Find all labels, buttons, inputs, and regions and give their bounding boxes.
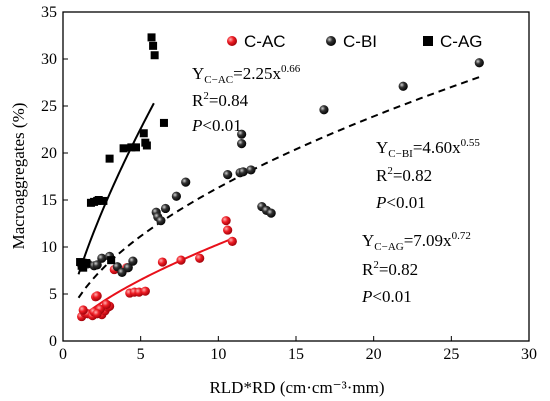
y-tick-label: 35 [41, 4, 57, 21]
annotation-c-ag: YC−AG=7.09x0.72 R2=0.82 P<0.01 [361, 230, 471, 306]
y-axis-title: Macroaggregates (%) [9, 103, 28, 250]
annotation-c-ag-equation: YC−AG=7.09x0.72 [362, 230, 471, 253]
point-c-ac [140, 286, 150, 296]
legend-item-c-bi: C-BI [326, 32, 377, 51]
point-c-ag [142, 141, 151, 150]
x-tick-label: 10 [210, 346, 226, 363]
point-c-bi [181, 177, 191, 187]
point-c-ag [94, 196, 103, 204]
point-c-bi [266, 208, 276, 218]
point-c-bi [128, 256, 138, 266]
axis-ticks [62, 11, 530, 342]
x-tick-label: 0 [59, 346, 67, 363]
y-tick-label: 5 [49, 286, 57, 303]
x-tick-label: 20 [366, 346, 382, 363]
x-tick-label: 30 [521, 346, 537, 363]
point-c-ag [159, 118, 168, 127]
point-c-bi [237, 139, 247, 149]
point-c-ag [99, 196, 108, 205]
point-c-bi [97, 253, 107, 263]
annotation-c-bi-r2: R2=0.82 [376, 165, 432, 185]
point-c-ac [157, 257, 168, 267]
legend-label-c-ag: C-AG [440, 32, 483, 51]
x-tick-label: 5 [137, 346, 145, 363]
point-c-ag [139, 129, 148, 138]
point-c-ag [150, 51, 159, 60]
point-c-bi [123, 263, 133, 273]
legend-marker-c-bi [326, 36, 336, 46]
legend-label-c-bi: C-BI [343, 32, 377, 51]
point-c-ac [195, 253, 205, 263]
annotation-c-ag-r2: R2=0.82 [362, 259, 418, 279]
x-axis-title: RLD*RD (cm·cm⁻³·mm) [209, 378, 384, 397]
point-c-ac [101, 299, 112, 309]
point-c-ag [147, 33, 156, 42]
point-c-bi [237, 129, 247, 139]
point-c-ag [82, 258, 91, 267]
annotation-c-ac: YC−AC=2.25x0.66 R2=0.84 P<0.01 [191, 63, 301, 135]
point-c-ag [132, 143, 141, 152]
y-tick-label: 0 [49, 333, 57, 350]
point-c-bi [171, 191, 181, 201]
point-c-bi [156, 216, 166, 226]
point-c-bi [398, 81, 408, 91]
point-c-ac [227, 236, 237, 246]
point-c-bi [223, 170, 233, 180]
point-c-ac [221, 216, 231, 226]
legend-marker-c-ac [227, 36, 237, 46]
point-c-ag [127, 143, 136, 152]
point-c-bi [238, 167, 248, 177]
point-c-ag [79, 263, 88, 272]
point-c-ac [92, 309, 102, 319]
point-c-ag [105, 154, 114, 163]
annotation-c-bi: YC−BI=4.60x0.55 R2=0.82 P<0.01 [375, 137, 480, 212]
annotation-c-ac-equation: YC−AC=2.25x0.66 [192, 63, 301, 86]
point-c-bi [246, 165, 256, 175]
y-tick-label: 25 [41, 98, 57, 115]
point-c-bi [160, 203, 171, 214]
point-c-ac [78, 305, 88, 315]
point-c-bi [474, 58, 484, 68]
y-tick-label: 20 [41, 145, 57, 162]
axis-tick-labels: 0 5 10 15 20 25 30 0 5 10 15 20 25 30 35 [41, 4, 537, 363]
fit-line-c-ag [77, 102, 155, 275]
fit-line-c-bi [77, 76, 480, 299]
annotation-c-ac-r2: R2=0.84 [192, 90, 249, 110]
y-tick-label: 10 [41, 239, 57, 256]
legend-item-c-ac: C-AC [227, 32, 286, 51]
point-c-bi [319, 105, 329, 115]
point-c-ag [119, 144, 128, 153]
legend-marker-c-ag [423, 36, 433, 46]
y-tick-label: 15 [41, 192, 57, 209]
data-points [76, 33, 484, 322]
x-tick-label: 25 [443, 346, 459, 363]
legend: C-AC C-BI C-AG [227, 32, 483, 51]
legend-item-c-ag: C-AG [423, 32, 483, 51]
annotation-c-bi-equation: YC−BI=4.60x0.55 [376, 137, 480, 160]
point-c-ag [149, 41, 158, 50]
point-c-ag [107, 256, 116, 265]
y-tick-label: 30 [41, 51, 57, 68]
x-tick-label: 15 [288, 346, 304, 363]
point-c-bi [92, 260, 102, 270]
annotation-c-ag-p: P<0.01 [361, 287, 412, 306]
point-c-ac [92, 291, 102, 301]
annotation-c-ac-p: P<0.01 [191, 116, 242, 135]
point-c-ac [176, 255, 186, 265]
annotation-c-bi-p: P<0.01 [375, 193, 426, 212]
point-c-ac [223, 225, 233, 235]
legend-label-c-ac: C-AC [244, 32, 286, 51]
